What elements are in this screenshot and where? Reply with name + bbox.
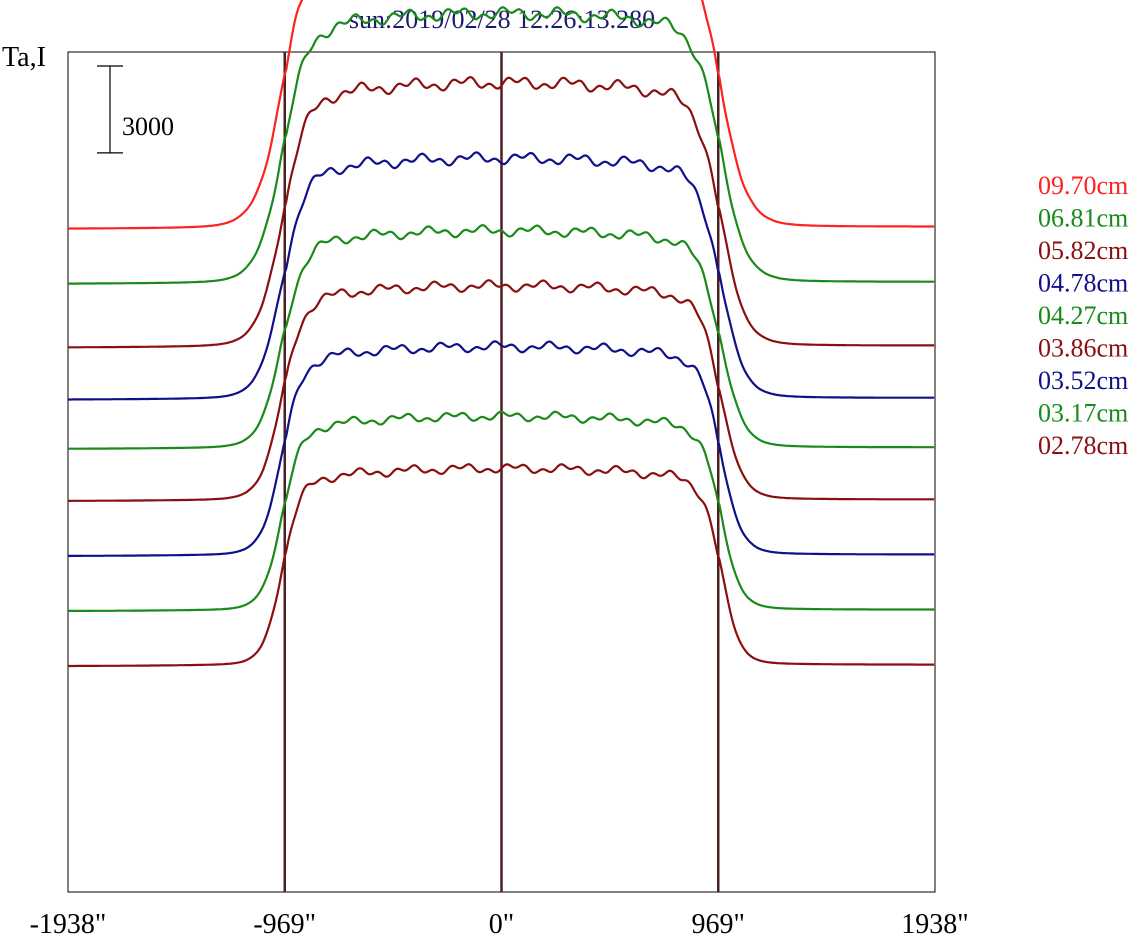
x-tick-label: -1938" [30,909,107,940]
legend-entry: 06.81cm [1038,204,1128,233]
legend-entry: 05.82cm [1038,236,1128,265]
x-tick-labels: -1938" -969" 0" 969" 1938" [30,909,969,940]
legend-entry: 03.17cm [1038,399,1128,428]
series-line [68,463,935,668]
legend-entry: 03.86cm [1038,334,1128,363]
scale-bar-label: 3000 [122,112,174,141]
legend-entry: 04.78cm [1038,269,1128,298]
x-tick-label: -969" [253,909,316,940]
legend-entry: 02.78cm [1038,431,1128,460]
y-axis-label: Ta,I [2,42,46,73]
x-tick-label: 1938" [901,909,968,940]
legend-entry: 04.27cm [1038,301,1128,330]
series-line [68,6,935,285]
legend-entry: 09.70cm [1038,171,1128,200]
series-line [68,151,935,401]
limb-lines [283,52,720,892]
series-lines [67,0,935,668]
series-line [68,75,935,349]
scale-bar: 3000 [97,65,174,154]
chart-title: sun:2019/02/28 12:26:13.280 [349,5,655,34]
legend: 09.70cm 06.81cm 05.82cm 04.78cm 04.27cm 03.86… [1038,171,1128,460]
series-line [68,340,935,557]
legend-entry: 03.52cm [1038,366,1128,395]
series-line [68,223,935,450]
x-tick-label: 0" [489,909,514,940]
series-line [68,279,935,502]
series-line [67,0,935,230]
x-tick-label: 969" [692,909,745,940]
series-line [68,410,935,612]
